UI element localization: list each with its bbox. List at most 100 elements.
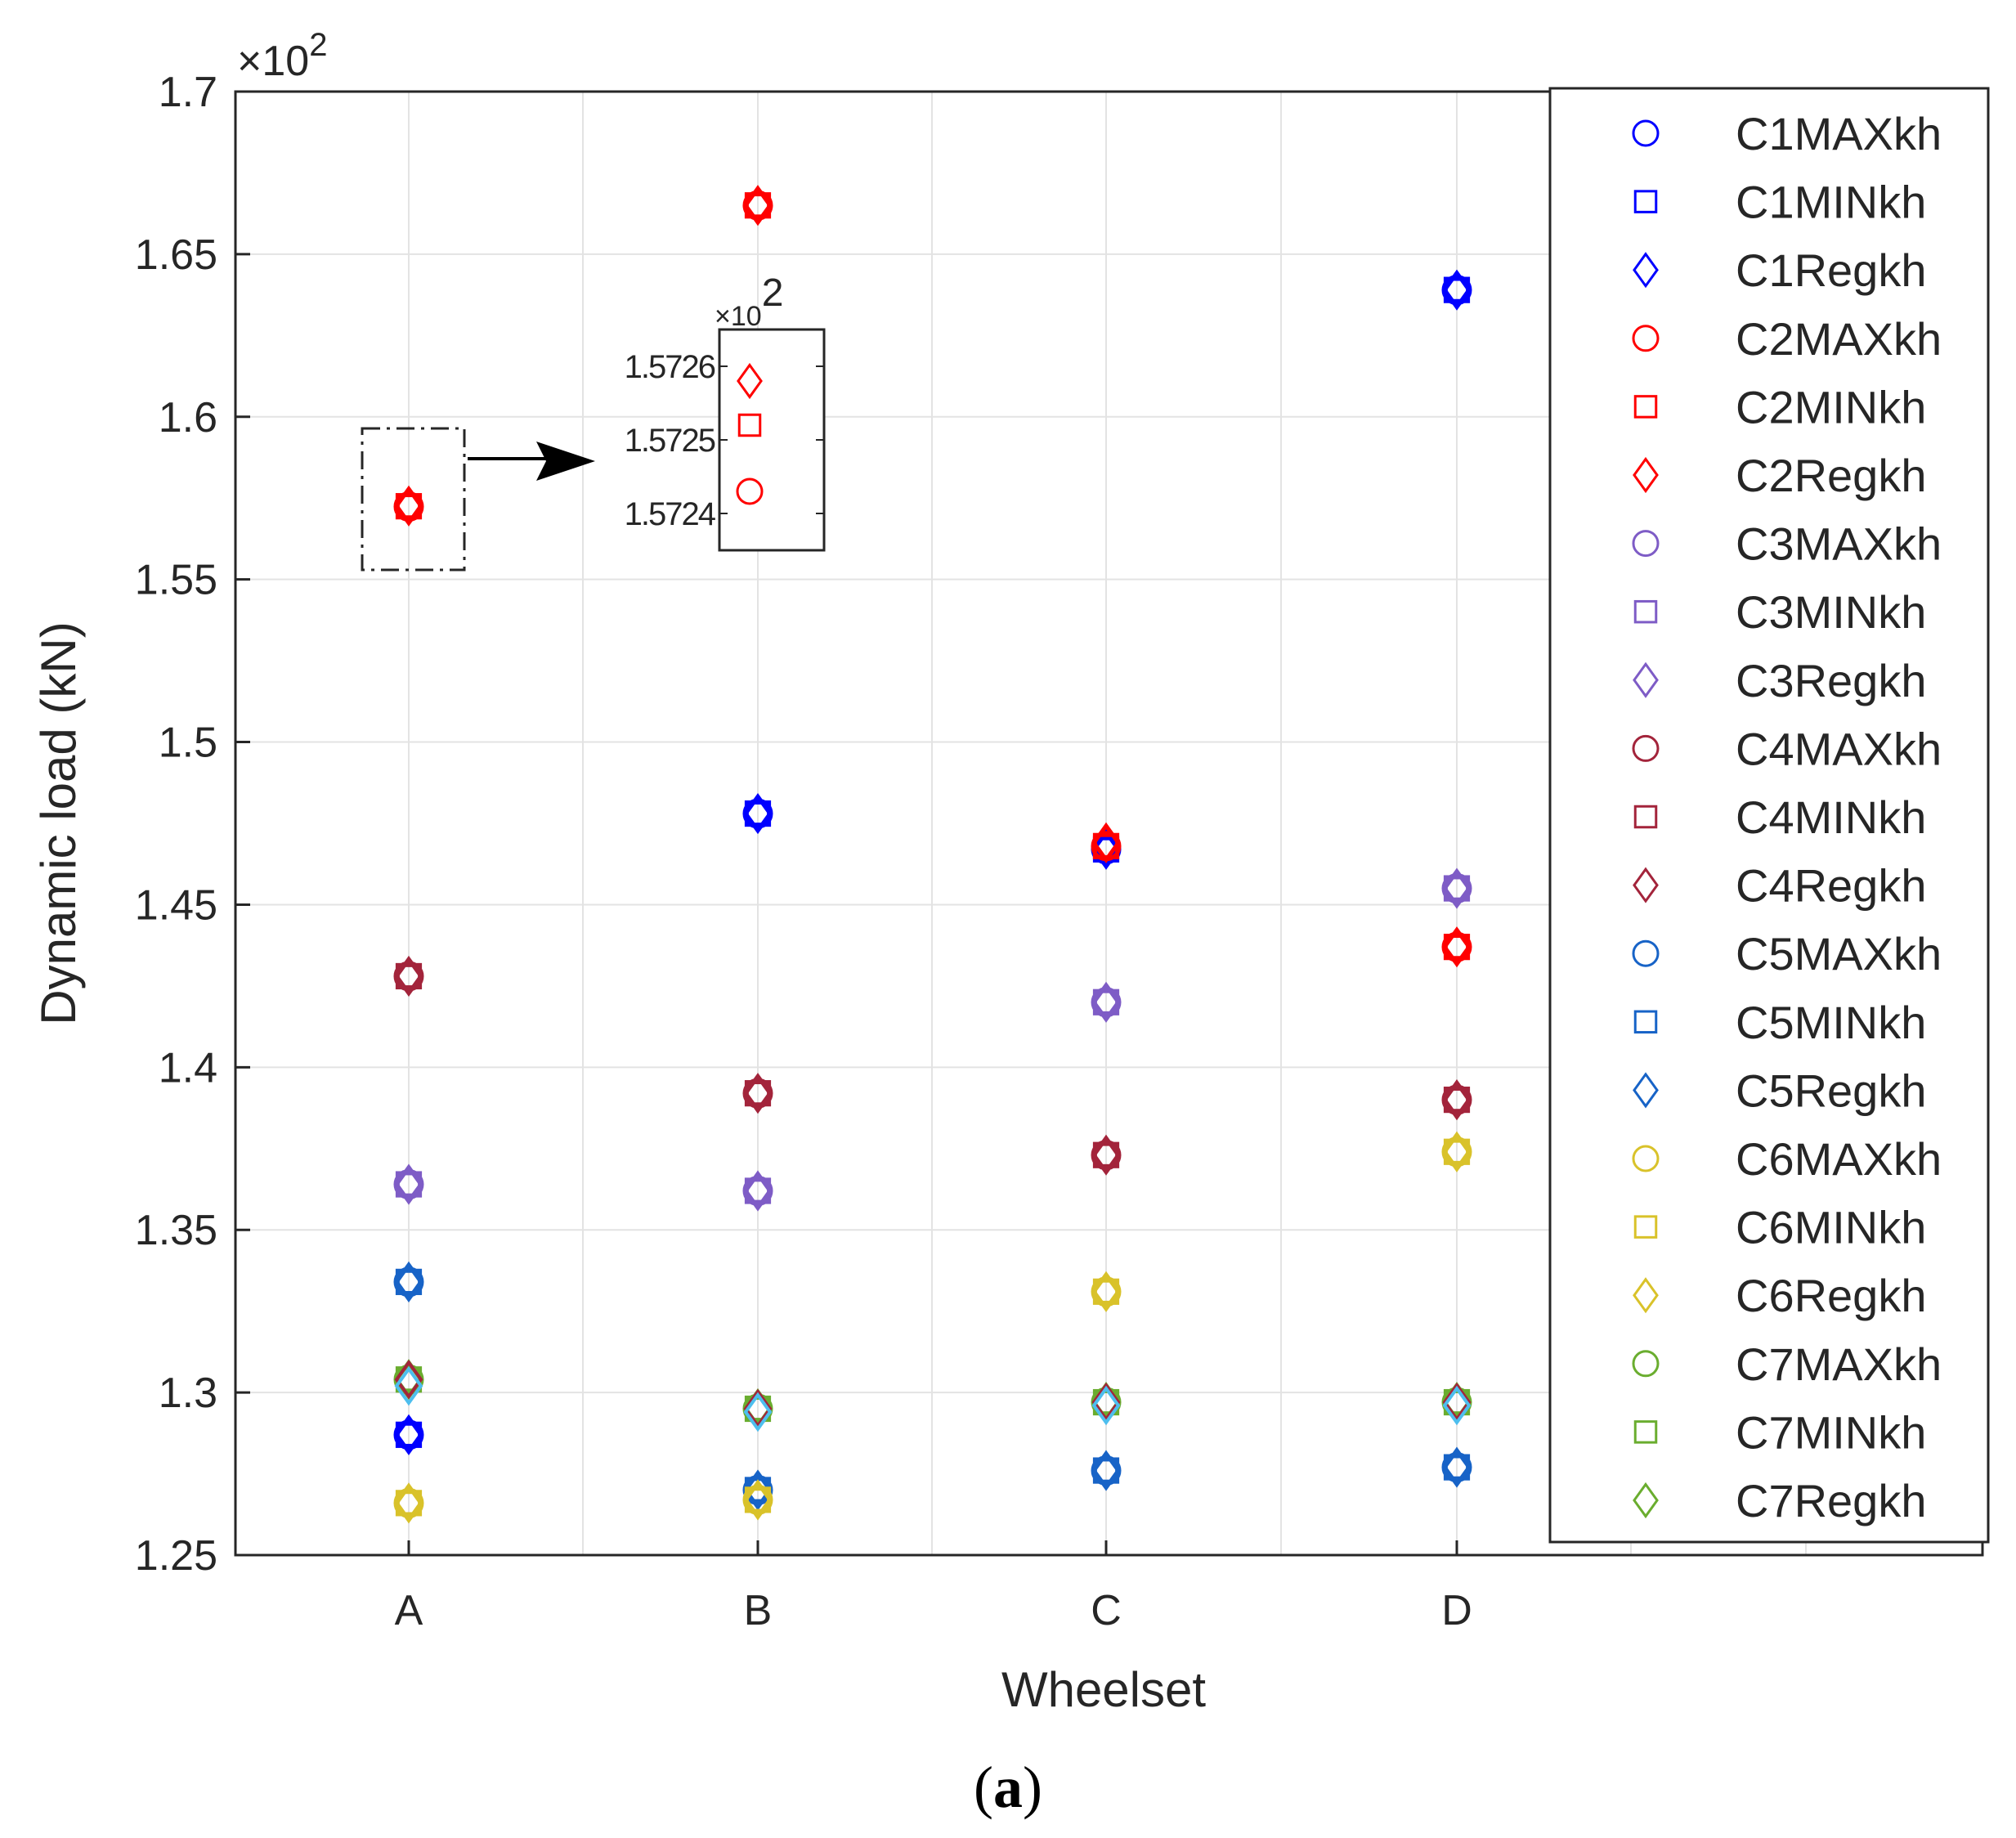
- legend-marker-C4Regkh: [1633, 867, 1659, 903]
- legend-label: C2MINkh: [1736, 381, 1926, 433]
- x-tick-label: B: [744, 1587, 773, 1634]
- data-point-C3Regkh: [742, 1170, 773, 1212]
- data-point-C6Regkh: [1441, 1131, 1472, 1172]
- data-point-C1Regkh: [1091, 828, 1122, 870]
- data-point-overlay: [743, 1388, 773, 1429]
- legend-marker-C2MAXkh: [1632, 325, 1660, 352]
- legend-label: C2Regkh: [1736, 450, 1926, 501]
- legend-label: C1MINkh: [1736, 177, 1926, 228]
- data-point-C4Regkh: [1441, 1079, 1472, 1121]
- y-tick-label: 1.65: [135, 231, 217, 279]
- data-point-C3Regkh: [393, 1163, 424, 1205]
- data-point-C6Regkh: [742, 1479, 773, 1521]
- data-point-overlay: [394, 1359, 423, 1400]
- legend-marker-C7Regkh: [1633, 1482, 1659, 1519]
- data-point-C1Regkh: [742, 792, 773, 835]
- data-point-overlay: [1442, 1382, 1472, 1423]
- zoom-region-box: [361, 427, 466, 572]
- data-point-C5Regkh: [1091, 1450, 1122, 1491]
- inset-point-C2MAXkh: [736, 477, 764, 505]
- y-tick-label: 1.4: [159, 1044, 217, 1092]
- legend-label: C5MAXkh: [1736, 928, 1942, 980]
- inset-tick-label: 1.5724: [625, 496, 716, 532]
- x-axis-title: Wheelset: [1001, 1662, 1206, 1717]
- inset-tick-label: 1.5725: [625, 423, 715, 459]
- data-point-C5Regkh: [393, 1261, 424, 1302]
- legend-label: C4MAXkh: [1736, 723, 1942, 774]
- legend-marker-C1MINkh: [1633, 190, 1658, 213]
- legend-marker-C7MINkh: [1633, 1420, 1658, 1444]
- data-markers: [393, 185, 1472, 1524]
- legend-label: C1Regkh: [1736, 244, 1926, 296]
- y-tick-label: 1.6: [159, 394, 217, 442]
- data-point-C2Regkh: [1091, 822, 1122, 863]
- legend-label: C4Regkh: [1736, 860, 1926, 912]
- data-point-C5Regkh: [1441, 1446, 1472, 1488]
- legend-label: C3MAXkh: [1736, 518, 1942, 570]
- data-point-C4Regkh: [742, 1073, 773, 1114]
- legend-marker-C4MINkh: [1633, 805, 1658, 829]
- legend-label: C3Regkh: [1736, 655, 1926, 706]
- x-tick-label: A: [395, 1587, 423, 1634]
- data-point-overlay: [743, 1392, 773, 1432]
- data-point-C6Regkh: [1091, 1271, 1122, 1312]
- legend-marker-C5MAXkh: [1632, 939, 1660, 967]
- data-point-C1Regkh: [393, 1414, 424, 1455]
- data-point-C5Regkh: [742, 1469, 773, 1511]
- legend-marker-C3MAXkh: [1632, 530, 1660, 558]
- inset-point-C2MINkh: [737, 413, 762, 437]
- legend-marker-C6MINkh: [1633, 1215, 1658, 1239]
- y-tick-label: 1.25: [135, 1532, 217, 1580]
- inset-tick-label: 1.5726: [625, 349, 715, 385]
- y-axis-title: Dynamic load (kN): [31, 621, 86, 1024]
- legend-label: C6MINkh: [1736, 1202, 1926, 1253]
- data-point-overlay: [1442, 1385, 1472, 1426]
- legend-marker-C1MAXkh: [1632, 119, 1660, 147]
- legend-marker-C5Regkh: [1633, 1072, 1659, 1109]
- data-point-C2Regkh: [742, 185, 773, 226]
- legend-marker-C1Regkh: [1633, 252, 1659, 289]
- y-tick-label: 1.45: [135, 881, 217, 929]
- data-point-C2Regkh: [1441, 926, 1472, 968]
- data-point-C4Regkh: [1091, 1134, 1122, 1176]
- legend-marker-C3MINkh: [1633, 599, 1658, 624]
- y-tick-label: 1.35: [135, 1207, 217, 1254]
- data-point-C1Regkh: [1441, 269, 1472, 311]
- legend-label: C6Regkh: [1736, 1270, 1926, 1321]
- zoom-arrow: [468, 442, 595, 481]
- legend-marker-C2Regkh: [1633, 456, 1659, 494]
- legend: C1MAXkh C1MINkh C1Regkh C2MAXkh C2MINkh C2Reg…: [1548, 87, 1990, 1544]
- data-point-C3Regkh: [1441, 867, 1472, 909]
- y-tick-label: 1.55: [135, 557, 217, 604]
- figure-caption: (a): [974, 1755, 1042, 1820]
- x-tick-label: D: [1441, 1587, 1472, 1634]
- legend-label: C4MINkh: [1736, 791, 1926, 843]
- legend-label: C1MAXkh: [1736, 108, 1942, 159]
- zoom-inset: ×102 1.5726 1.5725 1.5724: [625, 271, 826, 552]
- legend-marker-C6Regkh: [1633, 1277, 1659, 1314]
- legend-marker-C3Regkh: [1633, 661, 1659, 698]
- x-axis: A B C D: [395, 1540, 1472, 1634]
- legend-marker-C7MAXkh: [1632, 1350, 1660, 1378]
- legend-label: C5MINkh: [1736, 997, 1926, 1048]
- legend-label: C6MAXkh: [1736, 1133, 1942, 1185]
- y-tick-label: 1.5: [159, 720, 217, 767]
- inset-frame: [718, 328, 826, 552]
- y-tick-label: 1.7: [159, 69, 217, 116]
- y-tick-label: 1.3: [159, 1370, 217, 1417]
- legend-label: C2MAXkh: [1736, 313, 1942, 365]
- data-point-overlay: [394, 1365, 423, 1406]
- y-axis: 1.25 1.3 1.35 1.4 1.45 1.5 1.55 1.6 1.65 1.7: [135, 69, 250, 1580]
- data-point-overlay: [1091, 1382, 1121, 1423]
- legend-label: C3MINkh: [1736, 586, 1926, 638]
- legend-label: C5Regkh: [1736, 1065, 1926, 1116]
- legend-marker-C6MAXkh: [1632, 1145, 1660, 1172]
- legend-label: C7MINkh: [1736, 1406, 1926, 1458]
- legend-frame: [1548, 87, 1990, 1544]
- y-multiplier: ×102: [237, 27, 327, 85]
- legend-marker-C5MINkh: [1633, 1010, 1658, 1034]
- inset-point-C2Regkh: [737, 362, 763, 400]
- data-point-C2Regkh: [393, 485, 424, 527]
- legend-marker-C4MAXkh: [1632, 734, 1660, 762]
